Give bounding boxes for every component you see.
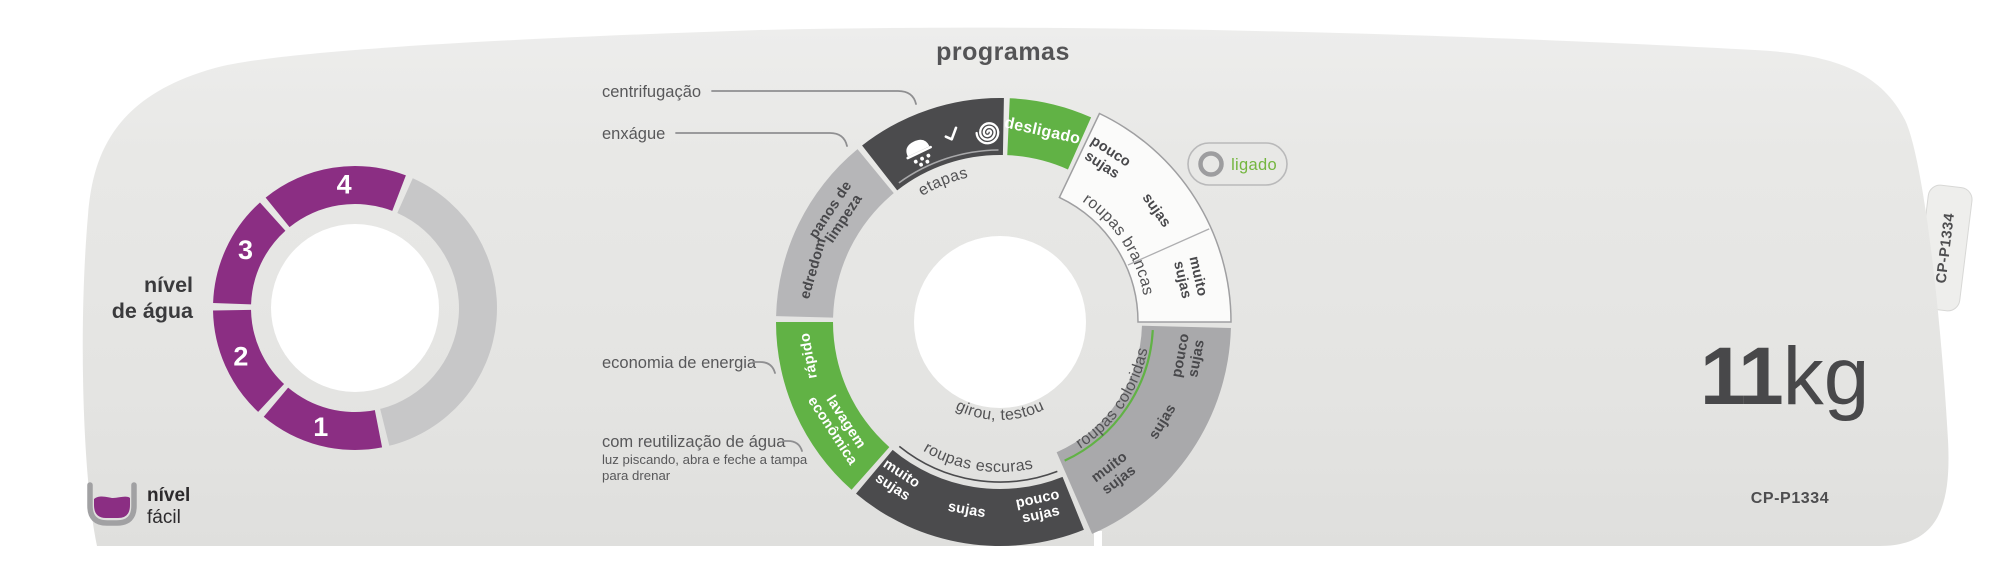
segment-economia (776, 322, 890, 490)
label-reutilizacao-agua: com reutilização de água (602, 433, 786, 451)
water-segment-3 (213, 202, 286, 305)
program-dial: etapas roupas brancas roupas coloridas r… (776, 97, 1232, 546)
pointer-labels: centrifugação enxágue economia de energi… (602, 83, 917, 483)
water-fill-icon (94, 496, 130, 518)
pointer-line-reutilizacao (782, 440, 803, 452)
label-enxague: enxágue (602, 125, 665, 143)
water-segment-4 (265, 166, 406, 228)
capacity-label: 11kg (1700, 331, 1869, 422)
water-dial-label-line2: de água (112, 299, 194, 323)
pointer-line-enxague (675, 132, 848, 147)
nivel-facil-logo: nível fácil (87, 482, 190, 528)
water-level-4: 4 (337, 169, 352, 199)
power-indicator: ligado (1187, 142, 1288, 186)
svg-text:sujas: sujas (947, 499, 987, 521)
divider-brancas-muito (1127, 228, 1210, 266)
page-title: programas (936, 38, 1070, 66)
coloridas-green-arc (1064, 329, 1154, 462)
label-economia-energia: economia de energia (602, 354, 757, 372)
water-level-knob[interactable] (271, 224, 439, 392)
etapas-arc-line (898, 149, 999, 184)
water-cup-icon (87, 482, 137, 526)
segment-roupas-brancas (1058, 112, 1232, 323)
pointer-line-centrifugacao (711, 90, 917, 105)
water-level-dial: 1 2 3 4 nível de água (112, 166, 497, 450)
segment-edredom-panos (776, 149, 894, 318)
svg-text:pouco: pouco (1169, 332, 1193, 379)
water-segment-1 (263, 387, 383, 450)
rinse-shower-icon (906, 139, 932, 167)
power-led-icon (1198, 151, 1224, 177)
logo-text-line2: fácil (147, 507, 181, 528)
rapido-label: rápido (797, 332, 821, 380)
indicator-pill (1187, 142, 1288, 186)
water-segment-2 (213, 309, 285, 412)
segment-roupas-coloridas (1056, 325, 1231, 534)
segment-desligado (1007, 98, 1092, 170)
program-knob[interactable] (914, 236, 1086, 408)
water-level-1: 1 (313, 412, 328, 442)
panel-bottom-slit (1094, 531, 1102, 547)
spin-spiral-icon (975, 122, 1000, 145)
coloridas-pouco-sujas: pouco sujas (1169, 332, 1208, 379)
water-dial-label-line1: nível (144, 273, 193, 297)
note-luz-piscando: luz piscando, abra e feche a tampa (602, 452, 808, 467)
svg-text:sujas: sujas (1021, 503, 1062, 527)
model-number: CP-P1334 (1751, 490, 1830, 507)
escuras-sujas: sujas (947, 499, 987, 521)
label-centrifugacao: centrifugação (602, 83, 701, 101)
ligado-label: ligado (1231, 156, 1277, 174)
segment-roupas-escuras (856, 449, 1084, 546)
water-level-2: 2 (233, 341, 248, 371)
svg-text:sujas: sujas (1185, 338, 1208, 378)
segment-etapas (862, 97, 1004, 191)
water-segment-gray (380, 178, 497, 446)
escuras-arc-line (898, 445, 1058, 483)
pointer-line-economia (752, 361, 776, 374)
water-level-3: 3 (238, 235, 253, 265)
logo-text-line1: nível (147, 485, 190, 506)
check-tick-icon (944, 126, 958, 141)
svg-text:rápido: rápido (797, 332, 821, 380)
note-para-drenar: para drenar (602, 468, 671, 483)
